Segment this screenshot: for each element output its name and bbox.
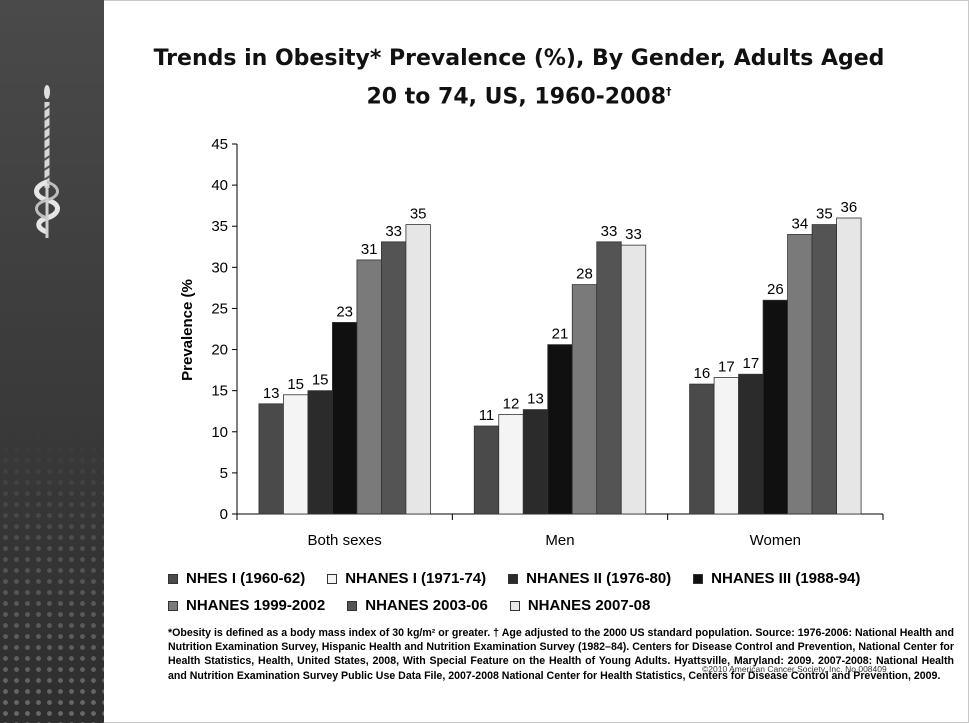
chart-title: Trends in Obesity* Prevalence (%), By Ge… (134, 42, 904, 113)
bar (811, 224, 837, 515)
legend-item: NHANES 1999-2002 (168, 593, 325, 619)
bar (689, 383, 715, 515)
y-tick-label: 25 (211, 300, 228, 317)
data-label: 34 (791, 215, 808, 232)
y-tick-label: 5 (220, 465, 228, 482)
data-label: 33 (385, 223, 402, 240)
y-tick-label: 10 (211, 424, 228, 441)
data-label: 26 (767, 281, 784, 298)
bar (762, 299, 788, 515)
chart-title-line2-text: 20 to 74, US, 1960-2008 (366, 84, 666, 110)
bar (473, 425, 500, 515)
bar (307, 390, 333, 515)
bar (405, 224, 431, 515)
candle-and-caduceus-icon (34, 85, 60, 238)
bar (547, 344, 573, 515)
legend-item: NHANES III (1988-94) (693, 566, 860, 592)
legend-label: NHANES II (1976-80) (526, 570, 672, 587)
legend-item: NHANES 2003-06 (347, 593, 488, 619)
data-label: 36 (840, 199, 857, 216)
bar (836, 217, 862, 515)
legend-item: NHANES I (1971-74) (327, 566, 486, 592)
chart-title-line2: 20 to 74, US, 1960-2008† (134, 75, 904, 113)
legend-swatch (508, 574, 519, 584)
y-tick-label: 0 (220, 506, 228, 523)
bar (283, 394, 309, 515)
data-label: 17 (718, 359, 735, 376)
legend-label: NHANES 2003-06 (365, 597, 488, 614)
legend-item: NHES I (1960-62) (168, 566, 305, 592)
y-tick-label: 40 (211, 177, 228, 194)
legend-label: NHES I (1960-62) (186, 570, 306, 587)
chart-bars (258, 217, 862, 515)
bar (596, 241, 622, 515)
x-category-label: Men (545, 532, 574, 549)
data-label: 33 (625, 226, 642, 243)
bar (787, 234, 813, 515)
chart-data-labels: 13 15 15 23 31 33 35 11 12 13 21 28 33 33 16 17 17 26 34 35… (263, 199, 857, 424)
legend-swatch (327, 574, 338, 584)
legend-swatch (347, 601, 358, 611)
legend-label: NHANES 2007-08 (527, 597, 651, 614)
legend-item: NHANES II (1976-80) (508, 566, 671, 592)
bar (620, 244, 647, 515)
data-label: 16 (693, 365, 710, 382)
footnote-text: *Obesity is defined as a body mass index… (168, 627, 954, 682)
copyright-notice: ©2010 American Cancer Society, Inc. No.0… (702, 664, 887, 674)
y-tick-label: 15 (211, 383, 228, 400)
bar (571, 284, 598, 515)
legend-swatch (168, 574, 178, 584)
data-label: 35 (410, 206, 427, 223)
y-tick-label: 20 (211, 342, 228, 359)
legend-label: NHANES 1999-2002 (186, 597, 326, 614)
bar (522, 409, 549, 515)
legend-swatch (693, 574, 704, 584)
data-label: 21 (552, 326, 569, 343)
y-axis-label: Prevalence (% (179, 279, 196, 381)
bar (381, 241, 407, 515)
legend-label: NHANES I (1971-74) (345, 570, 487, 587)
data-label: 11 (479, 407, 495, 424)
data-label: 13 (263, 385, 280, 402)
data-label: 35 (816, 206, 833, 223)
legend-label: NHANES III (1988-94) (711, 570, 861, 587)
dagger-mark: † (666, 85, 672, 98)
legend-item: NHANES 2007-08 (509, 593, 651, 619)
chart-legend: NHES I (1960-62) NHANES I (1971-74) NHANES… (168, 566, 948, 620)
data-label: 33 (601, 223, 618, 240)
bar (738, 373, 764, 515)
dot-pattern-decoration (0, 433, 104, 723)
data-label: 28 (576, 266, 593, 283)
data-label: 12 (503, 396, 520, 413)
y-tick-label: 35 (211, 218, 228, 235)
bar (258, 403, 284, 515)
data-label: 17 (742, 355, 759, 372)
bar (356, 259, 382, 515)
legend-swatch (509, 601, 520, 611)
x-category-label: Women (750, 532, 801, 549)
data-label: 23 (336, 303, 353, 320)
y-tick-label: 30 (211, 259, 228, 276)
data-label: 15 (312, 372, 329, 389)
sidebar-panel (0, 0, 104, 723)
bar (498, 414, 524, 515)
chart-title-line1: Trends in Obesity* Prevalence (%), By Ge… (153, 46, 885, 71)
y-tick-label: 45 (211, 136, 228, 153)
bar (332, 322, 358, 515)
bar (713, 377, 739, 515)
legend-swatch (168, 601, 178, 611)
data-label: 31 (361, 241, 378, 258)
x-category-label: Both sexes (308, 532, 382, 549)
data-label: 15 (287, 376, 304, 393)
data-label: 13 (527, 391, 544, 408)
